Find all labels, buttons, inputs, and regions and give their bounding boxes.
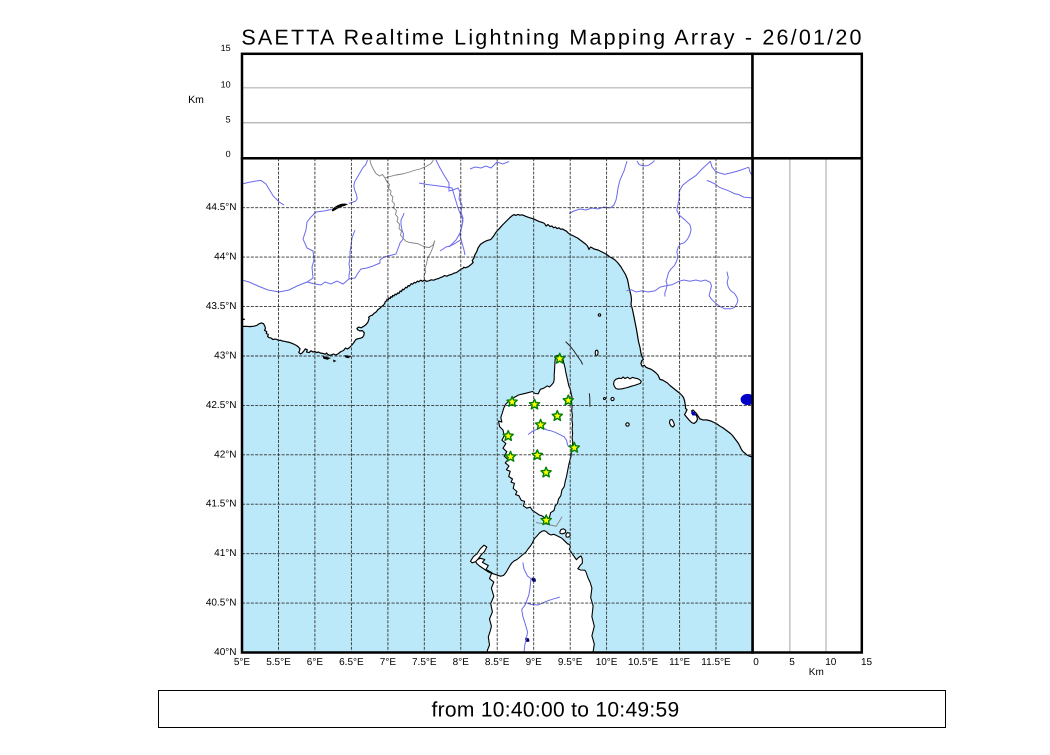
svg-text:10: 10 bbox=[221, 79, 231, 89]
svg-text:9.5°E: 9.5°E bbox=[558, 657, 583, 668]
svg-text:5.5°E: 5.5°E bbox=[266, 657, 291, 668]
svg-text:41°N: 41°N bbox=[214, 548, 236, 559]
svg-text:8.5°E: 8.5°E bbox=[485, 657, 510, 668]
svg-text:10°E: 10°E bbox=[596, 657, 618, 668]
svg-text:from 10:40:00 to 10:49:59: from 10:40:00 to 10:49:59 bbox=[431, 699, 679, 722]
svg-text:Km: Km bbox=[809, 667, 824, 678]
svg-text:5: 5 bbox=[789, 657, 795, 668]
svg-text:43.5°N: 43.5°N bbox=[206, 301, 237, 312]
svg-text:41.5°N: 41.5°N bbox=[206, 499, 237, 510]
svg-text:7°E: 7°E bbox=[380, 657, 397, 668]
svg-text:5: 5 bbox=[226, 114, 231, 124]
svg-text:10: 10 bbox=[825, 657, 837, 668]
svg-text:11.5°E: 11.5°E bbox=[701, 657, 731, 668]
svg-text:44.5°N: 44.5°N bbox=[206, 202, 237, 213]
svg-text:40.5°N: 40.5°N bbox=[206, 598, 237, 609]
svg-text:6°E: 6°E bbox=[307, 657, 324, 668]
svg-text:0: 0 bbox=[753, 657, 759, 668]
svg-text:5°E: 5°E bbox=[234, 657, 251, 668]
svg-text:8°E: 8°E bbox=[453, 657, 470, 668]
svg-text:Km: Km bbox=[188, 94, 204, 106]
svg-text:43°N: 43°N bbox=[214, 351, 236, 362]
svg-text:42°N: 42°N bbox=[214, 449, 236, 460]
svg-text:7.5°E: 7.5°E bbox=[412, 657, 437, 668]
svg-text:9°E: 9°E bbox=[526, 657, 543, 668]
svg-text:44°N: 44°N bbox=[214, 252, 236, 263]
svg-text:0: 0 bbox=[226, 149, 231, 159]
svg-text:40°N: 40°N bbox=[214, 647, 236, 658]
svg-text:15: 15 bbox=[221, 43, 231, 53]
svg-text:6.5°E: 6.5°E bbox=[339, 657, 364, 668]
svg-text:42.5°N: 42.5°N bbox=[206, 400, 237, 411]
svg-text:15: 15 bbox=[861, 657, 873, 668]
svg-text:SAETTA Realtime Lightning Mapp: SAETTA Realtime Lightning Mapping Array … bbox=[241, 25, 863, 49]
svg-text:11°E: 11°E bbox=[669, 657, 690, 668]
svg-text:10.5°E: 10.5°E bbox=[628, 657, 658, 668]
